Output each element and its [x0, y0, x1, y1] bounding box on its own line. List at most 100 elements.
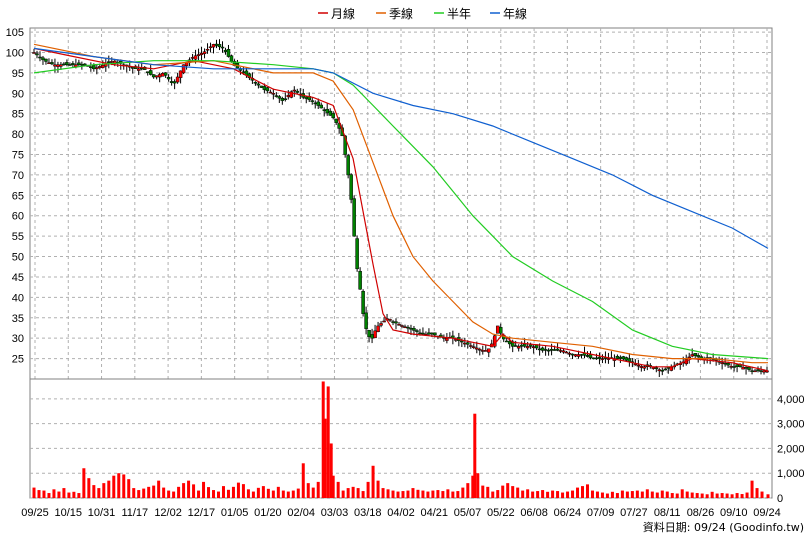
candle-down	[555, 348, 560, 351]
candle-up	[564, 351, 569, 354]
candle-down	[328, 110, 332, 116]
candle-up	[181, 64, 186, 74]
volume-bar	[192, 484, 196, 498]
price-tick-label: 90	[12, 88, 24, 100]
volume-bar	[216, 491, 220, 498]
volume-bar	[670, 493, 674, 498]
candle-down	[507, 340, 512, 345]
candle-down	[163, 72, 168, 76]
candle-down	[522, 343, 527, 347]
candle-down	[68, 64, 72, 66]
volume-bar	[406, 490, 410, 498]
candle-down	[618, 356, 623, 359]
volume-bar	[541, 490, 545, 498]
price-yaxis: 25 30 35 40 45 50 55 60 65 70 75 80 85 90 95 100 105	[6, 27, 24, 366]
volume-bar	[391, 490, 395, 498]
volume-bar	[127, 479, 131, 498]
candle-up	[160, 73, 165, 77]
volume-bar	[715, 493, 719, 498]
date-tick-label: 01/20	[254, 507, 282, 519]
volume-bar	[326, 386, 330, 498]
candle-down	[50, 62, 54, 65]
candle-down	[220, 46, 225, 49]
candle-up	[193, 55, 198, 60]
candle-up	[53, 64, 57, 67]
candle-up	[190, 57, 195, 59]
candle-up	[687, 356, 691, 359]
candle-up	[606, 358, 611, 360]
volume-bar	[351, 486, 355, 498]
candle-down	[624, 357, 629, 361]
candle-down	[519, 344, 524, 347]
volume-bar	[546, 491, 550, 498]
candle-down	[427, 332, 431, 335]
candle-down	[433, 332, 437, 336]
candle-up	[481, 350, 485, 352]
volume-bar	[491, 491, 495, 498]
candle-up	[376, 325, 380, 333]
candle-down	[217, 44, 222, 48]
volume-bar	[67, 492, 71, 498]
volume-bar	[329, 443, 333, 498]
candle-down	[226, 49, 231, 57]
price-tick-label: 75	[12, 150, 24, 162]
volume-tick-label: 1,000	[777, 468, 805, 480]
candle-up	[178, 70, 183, 78]
volume-bar	[750, 480, 754, 498]
candle-down	[504, 340, 509, 343]
candle-up	[175, 76, 180, 83]
candle-down	[367, 330, 371, 338]
volume-bar	[97, 488, 101, 498]
candle-down	[543, 349, 548, 351]
candle-down	[406, 326, 410, 329]
volume-bar	[650, 491, 654, 498]
volume-bar	[551, 490, 555, 498]
volume-bar	[760, 491, 764, 498]
candle-down	[71, 63, 75, 65]
ma-year-line	[33, 47, 769, 249]
volume-bar	[645, 489, 649, 498]
candle-up	[208, 46, 213, 49]
candle-down	[744, 367, 748, 369]
candle-up	[657, 369, 662, 372]
candle-down	[660, 370, 665, 372]
volume-bar	[336, 481, 340, 498]
date-tick-label: 06/08	[520, 507, 548, 519]
date-tick-label: 07/09	[587, 507, 615, 519]
candle-up	[478, 348, 482, 351]
price-tick-label: 50	[12, 252, 24, 264]
volume-bar	[271, 490, 275, 498]
volume-bar	[620, 490, 624, 498]
volume-bar	[720, 493, 724, 498]
candle-down	[277, 96, 282, 99]
candle-down	[259, 85, 264, 88]
candle-up	[286, 95, 291, 98]
candle-down	[151, 74, 156, 78]
volume-bar	[725, 493, 729, 498]
candle-down	[756, 369, 760, 372]
candle-down	[732, 366, 736, 368]
price-tick-label: 65	[12, 190, 24, 202]
volume-bar	[221, 486, 225, 498]
volume-bars	[32, 381, 770, 498]
volume-bar	[276, 486, 280, 498]
price-tick-label: 35	[12, 313, 24, 325]
volume-bar	[32, 487, 36, 498]
candle-down	[92, 65, 96, 70]
volume-bar	[610, 491, 614, 498]
price-tick-label: 60	[12, 211, 24, 223]
candle-down	[77, 62, 81, 65]
volume-bar	[72, 491, 76, 498]
volume-bar	[251, 491, 255, 498]
candle-down	[41, 57, 45, 61]
candle-down	[107, 61, 111, 63]
volume-bar	[167, 490, 171, 498]
candle-down	[370, 334, 374, 339]
volume-bar	[481, 485, 485, 498]
volume-bar	[486, 486, 490, 498]
candle-down	[80, 63, 84, 66]
volume-bar	[361, 491, 365, 498]
candle-up	[567, 353, 572, 355]
volume-bar	[197, 490, 201, 498]
candle-down	[546, 349, 551, 352]
